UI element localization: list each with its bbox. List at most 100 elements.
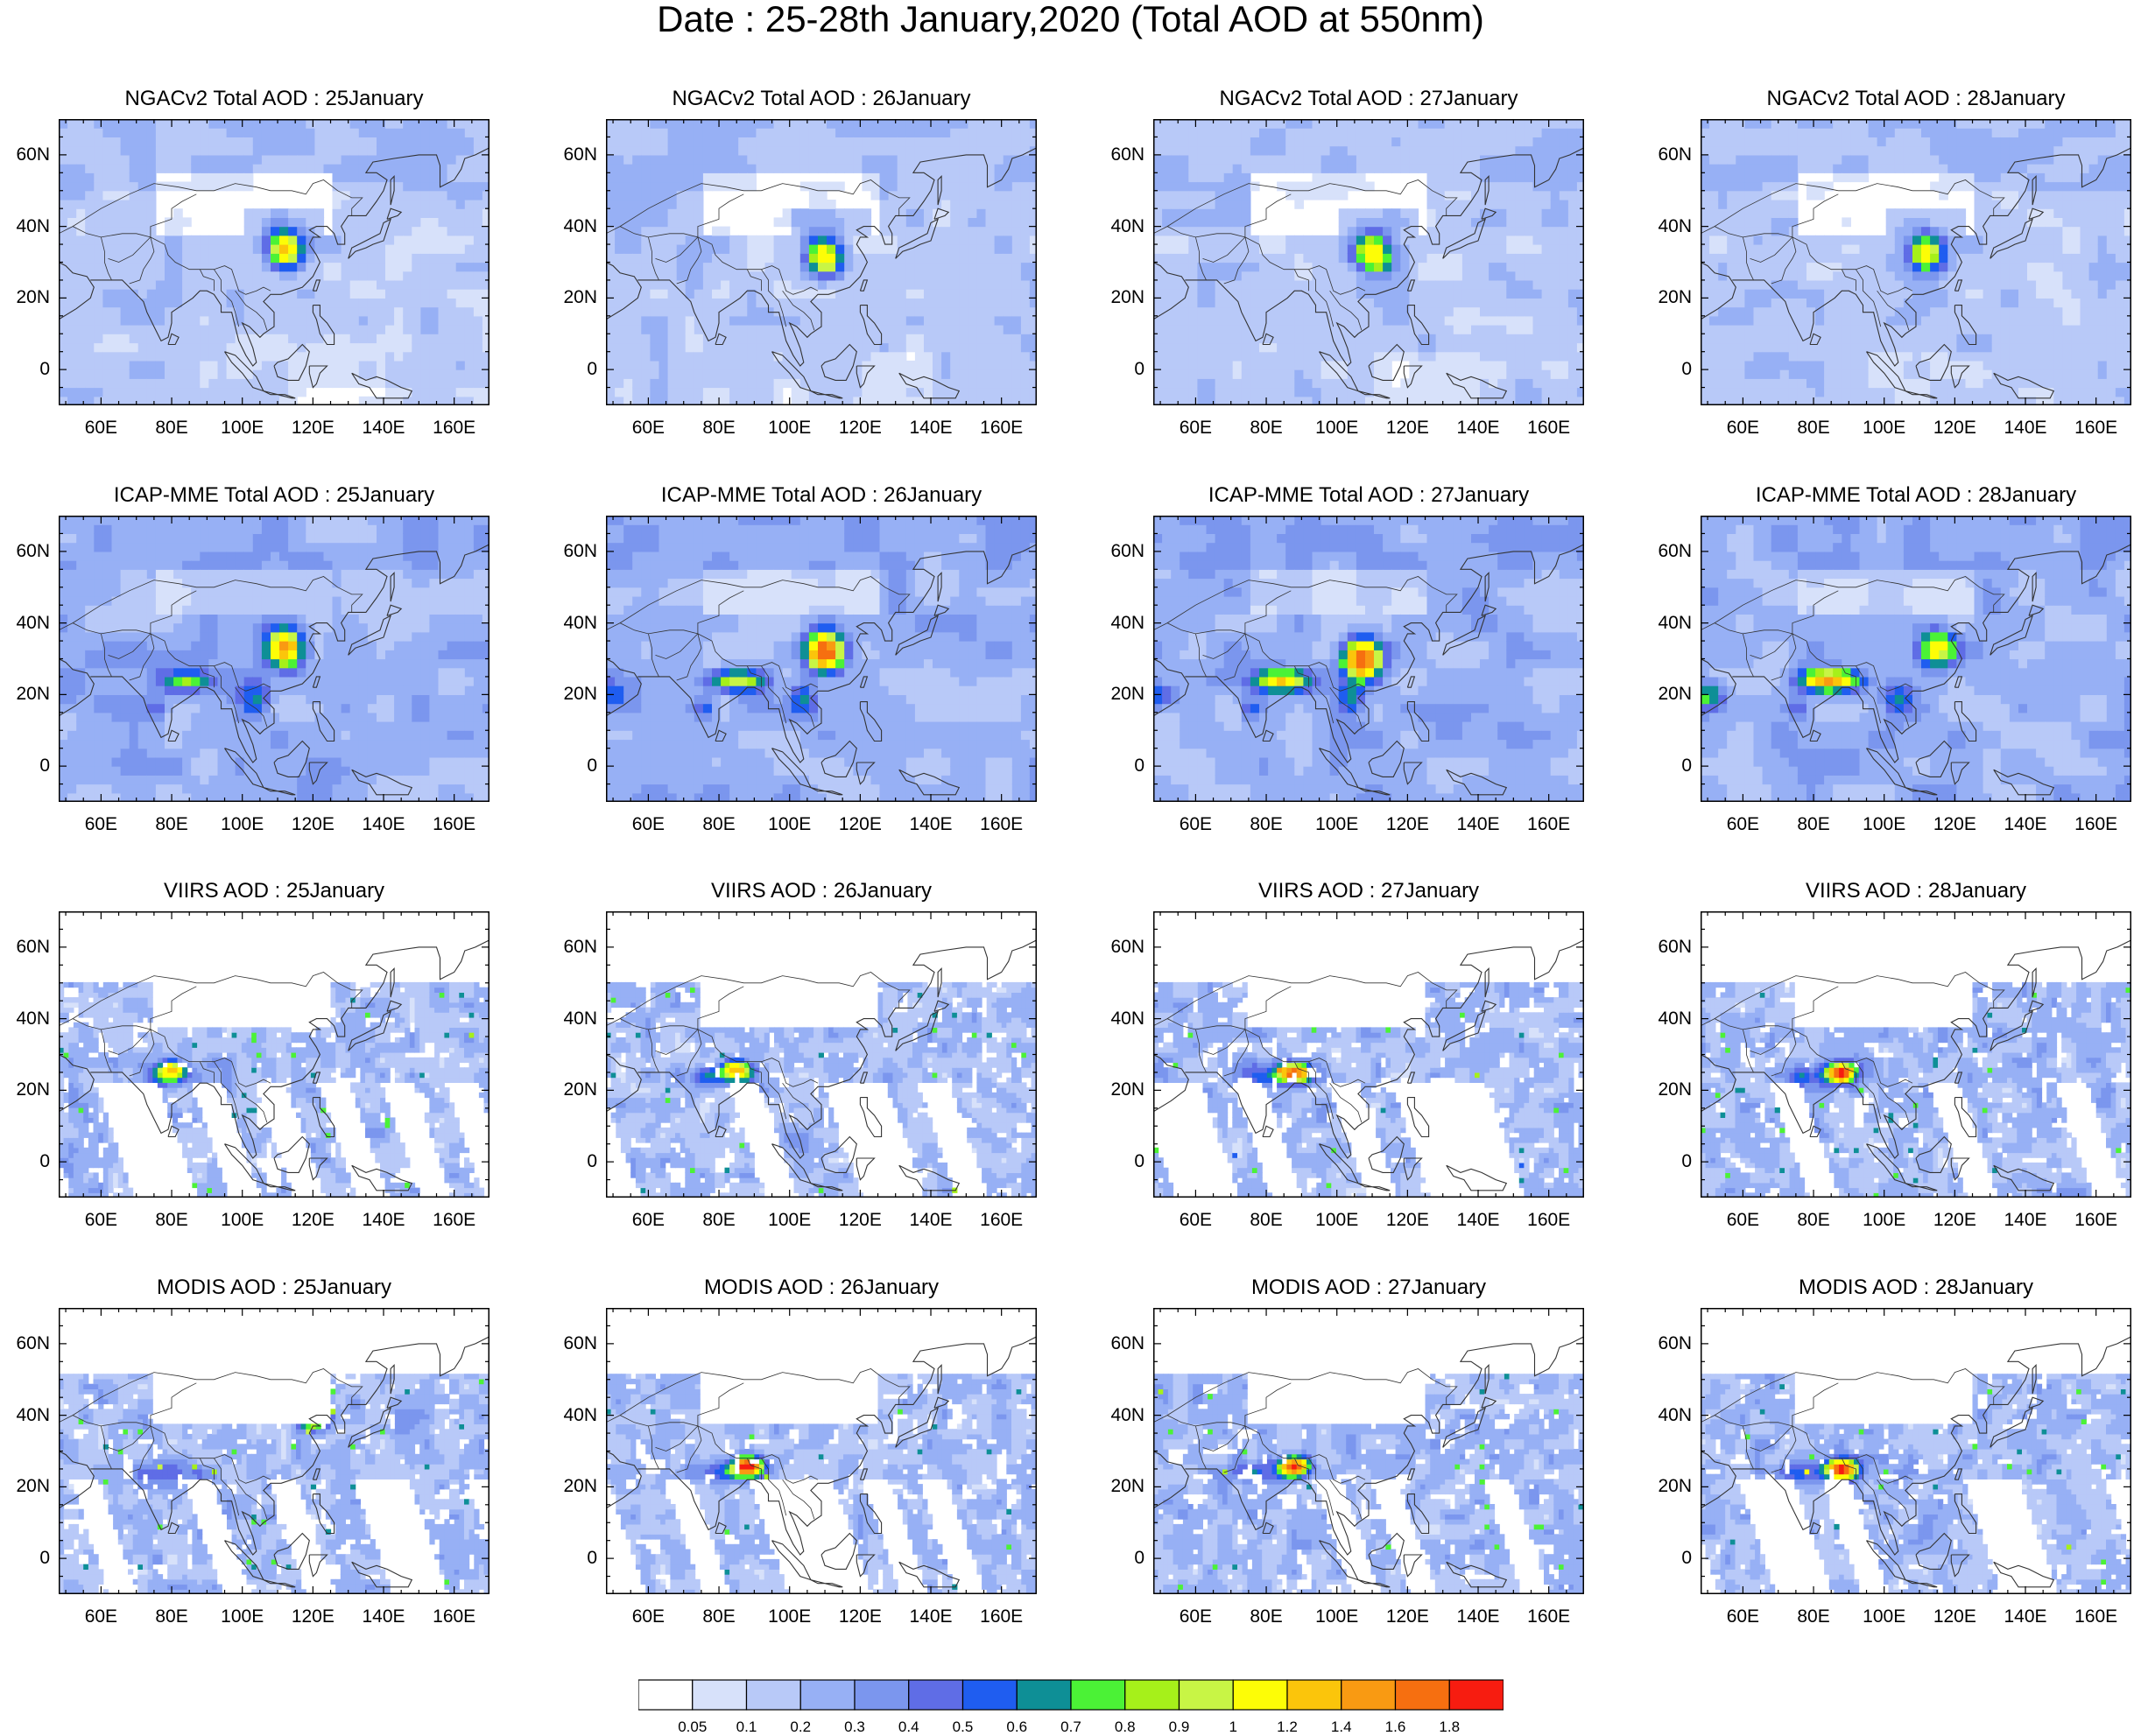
aod-cell (1294, 343, 1304, 353)
aod-cell (950, 227, 960, 236)
aod-cell (1506, 334, 1516, 343)
aod-cell (668, 128, 678, 137)
aod-cell (1180, 343, 1189, 353)
aod-cell (721, 119, 730, 129)
aod-cell (112, 343, 122, 353)
aod-cell (1497, 352, 1507, 362)
aod-cell (615, 119, 624, 129)
aod-cell (783, 244, 792, 254)
aod-cell (465, 155, 475, 165)
aod-cell (1542, 316, 1552, 326)
aod-cell (59, 200, 68, 209)
aod-cell (915, 208, 925, 218)
aod-cell (694, 271, 704, 281)
aod-cell (1215, 172, 1225, 182)
aod-cell (1348, 128, 1357, 137)
aod-cell (1400, 253, 1410, 263)
aod-cell (429, 388, 439, 397)
aod-cell (1736, 217, 1745, 227)
aod-cell (1480, 316, 1490, 326)
aod-cell (1718, 397, 1728, 405)
aod-cell (1701, 217, 1710, 227)
aod-cell (1153, 369, 1163, 379)
aod-cell (76, 253, 86, 263)
aod-cell (59, 378, 68, 388)
aod-cell (333, 217, 342, 227)
aod-cell (703, 361, 713, 370)
aod-cell (447, 191, 457, 200)
aod-cell (465, 208, 475, 218)
aod-cell (368, 263, 377, 272)
aod-cell (1542, 388, 1552, 397)
aod-cell (756, 146, 765, 156)
aod-cell (1454, 253, 1463, 263)
aod-cell (1727, 388, 1736, 397)
aod-cell (1285, 137, 1295, 146)
aod-cell (906, 397, 916, 405)
aod-cell (394, 244, 404, 254)
aod-cell (959, 397, 968, 405)
aod-cell (650, 397, 659, 405)
aod-cell (871, 397, 881, 405)
aod-cell (898, 227, 907, 236)
aod-cell (783, 119, 792, 129)
aod-cell (1313, 235, 1322, 245)
aod-cell (306, 298, 315, 307)
aod-cell (474, 289, 483, 299)
aod-cell (1188, 388, 1198, 397)
aod-cell (208, 128, 218, 137)
aod-cell (1709, 200, 1719, 209)
aod-cell (1021, 235, 1031, 245)
aod-cell (1250, 369, 1260, 379)
aod-cell (1004, 235, 1013, 245)
aod-cell (694, 343, 704, 353)
aod-cell (1285, 343, 1295, 353)
aod-cell (138, 361, 148, 370)
aod-cell (792, 128, 801, 137)
aod-cell (156, 289, 166, 299)
aod-cell (1560, 388, 1569, 397)
aod-cell (333, 271, 342, 281)
aod-cell (1180, 316, 1189, 326)
aod-cell (182, 307, 192, 317)
aod-cell (1524, 343, 1533, 353)
aod-cell (650, 289, 659, 299)
aod-cell (112, 235, 122, 245)
aod-cell (1489, 253, 1498, 263)
aod-cell (236, 182, 245, 192)
aod-cell (1701, 369, 1710, 379)
aod-cell (1233, 191, 1243, 200)
aod-cell (1250, 361, 1260, 370)
aod-cell (889, 307, 898, 317)
aod-cell (747, 155, 757, 165)
aod-cell (1445, 146, 1454, 156)
aod-cell (1542, 191, 1552, 200)
aod-cell (694, 164, 704, 173)
aod-cell (1180, 352, 1189, 362)
aod-cell (1365, 119, 1375, 129)
aod-cell (1551, 137, 1560, 146)
aod-cell (218, 369, 228, 379)
aod-cell (342, 298, 351, 307)
aod-cell (1348, 227, 1357, 236)
aod-cell (439, 298, 448, 307)
aod-cell (1242, 369, 1251, 379)
aod-cell (1542, 307, 1552, 317)
aod-cell (350, 191, 360, 200)
aod-cell (774, 155, 784, 165)
aod-cell (1533, 271, 1543, 281)
aod-cell (377, 271, 386, 281)
aod-cell (800, 235, 810, 245)
aod-cell (1736, 182, 1745, 192)
aod-cell (1560, 298, 1569, 307)
aod-cell (342, 343, 351, 353)
aod-cell (1736, 307, 1745, 317)
aod-cell (986, 289, 996, 299)
aod-cell (1744, 146, 1754, 156)
aod-cell (995, 191, 1004, 200)
aod-cell (165, 146, 174, 156)
aod-cell (465, 325, 475, 334)
aod-cell (968, 280, 977, 290)
aod-cell (288, 217, 298, 227)
aod-cell (385, 307, 395, 317)
